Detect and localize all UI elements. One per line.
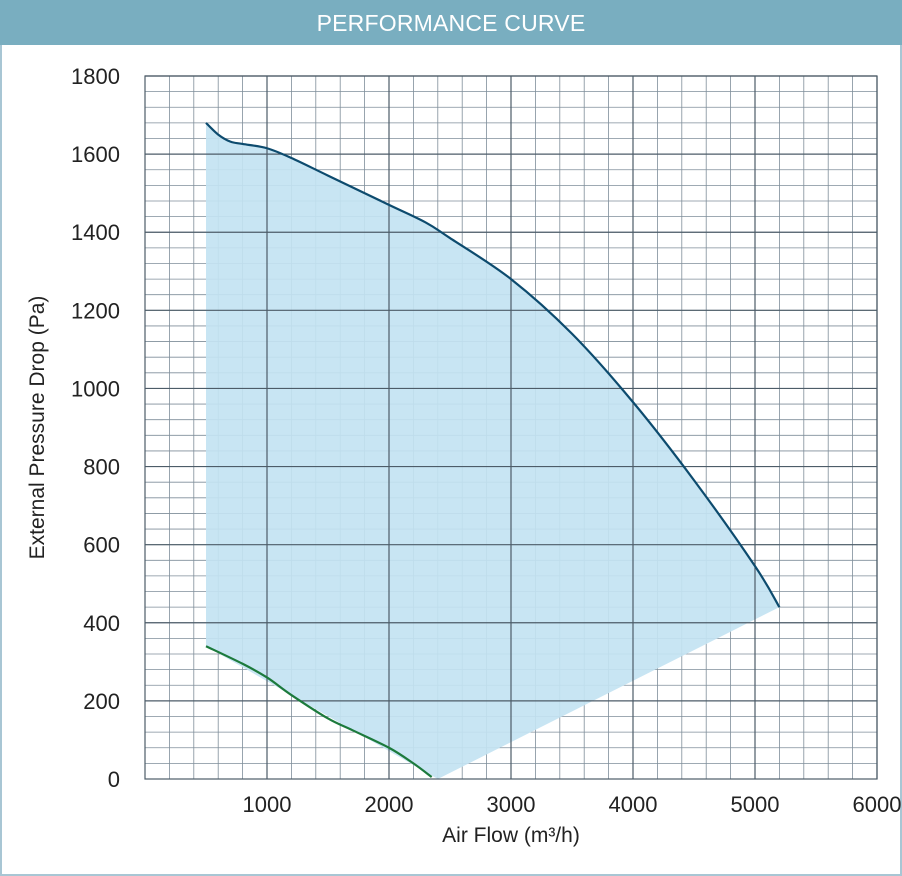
y-tick-label: 400: [83, 611, 120, 636]
y-axis-label: External Pressure Drop (Pa): [26, 296, 49, 560]
operating-area: [206, 122, 780, 779]
x-tick-label: 3000: [487, 792, 536, 817]
x-tick-label: 2000: [365, 792, 414, 817]
y-tick-label: 600: [83, 533, 120, 558]
y-tick-label: 1000: [71, 376, 120, 401]
lower-curve: [205, 645, 433, 778]
upper-curve: [205, 122, 781, 608]
y-tick-labels: 0 200 400 600 800 1000 1200 1400 1600 1800: [71, 64, 120, 792]
y-tick-label: 1600: [71, 142, 120, 167]
x-tick-label: 5000: [731, 792, 780, 817]
y-tick-label: 800: [83, 455, 120, 480]
x-tick-label: 4000: [609, 792, 658, 817]
x-axis-label: Air Flow (m³/h): [442, 824, 580, 847]
y-tick-label: 1800: [71, 64, 120, 89]
x-tick-label: 1000: [243, 792, 292, 817]
y-tick-label: 1200: [71, 298, 120, 323]
x-tick-label: 6000: [853, 792, 902, 817]
y-tick-label: 1400: [71, 220, 120, 245]
x-tick-labels: 1000 2000 3000 4000 5000 6000: [243, 792, 902, 817]
chart-header: PERFORMANCE CURVE: [0, 0, 902, 45]
y-tick-label: 0: [108, 767, 120, 792]
plot-border: [144, 75, 878, 780]
major-grid: [144, 75, 878, 780]
y-tick-label: 200: [83, 689, 120, 714]
